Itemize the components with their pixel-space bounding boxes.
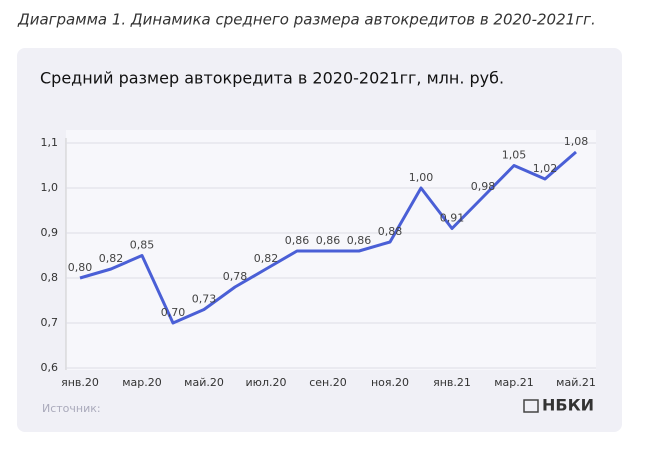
- y-tick-label: 1,1: [41, 136, 59, 149]
- x-tick-label: май.20: [184, 376, 224, 389]
- data-label: 0,82: [254, 252, 279, 265]
- logo-icon: [523, 399, 539, 413]
- chart-title: Средний размер автокредита в 2020-2021гг…: [40, 69, 504, 88]
- y-tick-label: 0,7: [41, 316, 59, 329]
- data-label: 0,73: [192, 293, 217, 306]
- y-tick-label: 1,0: [41, 181, 59, 194]
- data-label: 1,02: [533, 162, 558, 175]
- caption: Диаграмма 1. Динамика среднего размера а…: [17, 11, 596, 29]
- data-label: 0,80: [68, 261, 93, 274]
- x-tick-label: ноя.20: [371, 376, 409, 389]
- data-label: 1,08: [564, 135, 589, 148]
- x-tick-label: мар.21: [494, 376, 534, 389]
- x-tick-label: янв.21: [433, 376, 471, 389]
- x-tick-label: июл.20: [246, 376, 287, 389]
- data-label: 0,98: [471, 180, 496, 193]
- data-label: 1,05: [502, 149, 527, 162]
- y-tick-label: 0,6: [41, 361, 59, 374]
- x-tick-label: мар.20: [122, 376, 162, 389]
- data-label: 0,88: [378, 225, 403, 238]
- y-tick-label: 0,8: [41, 271, 59, 284]
- data-label: 0,86: [316, 234, 341, 247]
- data-label: 0,86: [285, 234, 310, 247]
- x-tick-label: янв.20: [61, 376, 99, 389]
- data-label: 0,86: [347, 234, 372, 247]
- data-label: 0,91: [440, 212, 465, 225]
- data-label: 0,78: [223, 270, 248, 283]
- data-label: 0,82: [99, 252, 124, 265]
- x-tick-label: май.21: [556, 376, 596, 389]
- y-tick-label: 0,9: [41, 226, 59, 239]
- source: Источник:: [42, 402, 101, 415]
- line: [79, 150, 577, 325]
- logo: НБКИ: [542, 396, 594, 415]
- data-label: 1,00: [409, 171, 434, 184]
- x-tick-label: сен.20: [309, 376, 347, 389]
- data-label: 0,70: [161, 306, 186, 319]
- data-label: 0,85: [130, 239, 155, 252]
